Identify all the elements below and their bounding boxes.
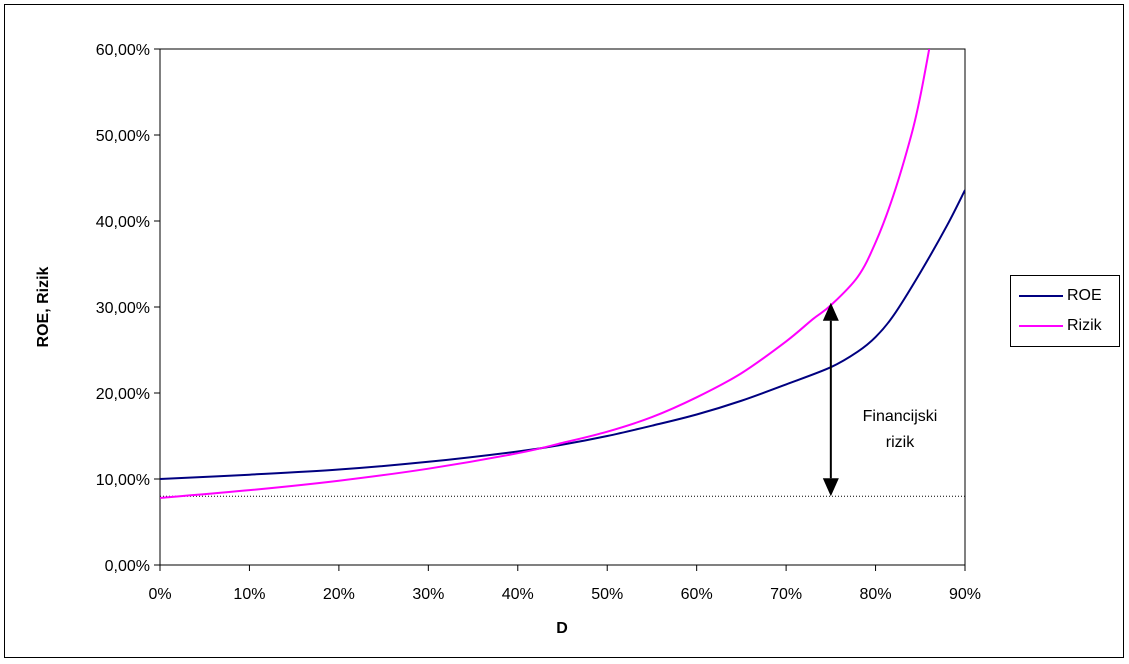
- annotation-arrow-head-up: [822, 302, 839, 321]
- x-tick-label: 90%: [949, 586, 981, 603]
- x-tick-label: 50%: [591, 586, 623, 603]
- x-tick-label: 30%: [412, 586, 444, 603]
- x-tick-label: 40%: [502, 586, 534, 603]
- legend-label-rizik: Rizik: [1067, 317, 1102, 334]
- x-tick-label: 80%: [860, 586, 892, 603]
- x-tick-label: 70%: [770, 586, 802, 603]
- x-tick-label: 60%: [681, 586, 713, 603]
- y-tick-label: 0,00%: [105, 558, 150, 575]
- legend-item-roe: ROE: [1019, 284, 1102, 308]
- legend-swatch-roe: [1019, 295, 1063, 297]
- legend: ROE Rizik: [1010, 275, 1120, 347]
- annotation-text-line1: Financijski: [863, 408, 938, 425]
- y-tick-label: 40,00%: [96, 214, 150, 231]
- y-tick-label: 30,00%: [96, 300, 150, 317]
- legend-label-roe: ROE: [1067, 287, 1102, 304]
- y-tick-label: 10,00%: [96, 472, 150, 489]
- line-chart: 0,00% 10,00% 20,00% 30,00% 40,00% 50,00% 60,00…: [35, 42, 981, 637]
- x-tick-label: 20%: [323, 586, 355, 603]
- legend-item-rizik: Rizik: [1019, 314, 1102, 338]
- annotation-arrow-head-down: [822, 478, 839, 497]
- x-tick-label: 0%: [148, 586, 171, 603]
- annotation-text-line2: rizik: [886, 434, 915, 451]
- y-tick-label: 50,00%: [96, 128, 150, 145]
- y-tick-label: 20,00%: [96, 386, 150, 403]
- chart-frame: 0,00% 10,00% 20,00% 30,00% 40,00% 50,00% 60,00…: [4, 4, 1124, 658]
- series-line-rizik: [160, 49, 931, 499]
- y-axis-title: ROE, Rizik: [35, 266, 52, 347]
- x-tick-label: 10%: [233, 586, 265, 603]
- x-axis-title: D: [556, 620, 568, 637]
- y-tick-label: 60,00%: [96, 42, 150, 59]
- series-line-roe: [160, 189, 965, 480]
- legend-swatch-rizik: [1019, 325, 1063, 327]
